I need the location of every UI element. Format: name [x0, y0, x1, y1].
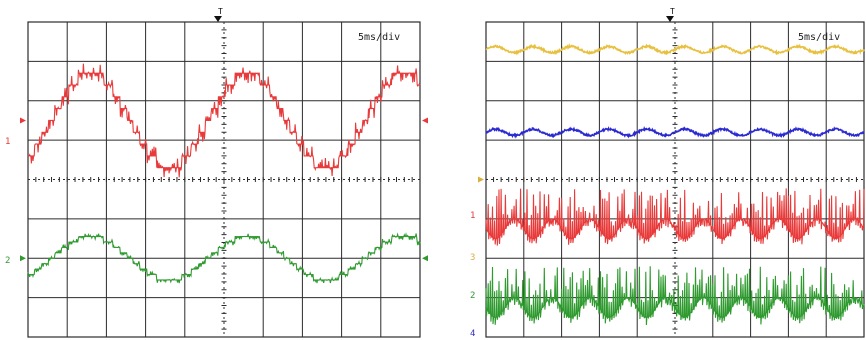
left-time-division-label: 5ms/div — [358, 32, 400, 43]
left-trace-2 — [27, 232, 421, 284]
left-channel-1-label: 1 — [5, 137, 10, 147]
left-traces — [20, 63, 428, 284]
left-trigger-arrow-icon — [214, 16, 222, 22]
left-channel-2-label: 2 — [5, 256, 10, 266]
left-channel-2-marker-icon — [20, 255, 26, 262]
left-channel-1-marker-icon — [20, 117, 26, 124]
left-channel-1-right-marker-icon — [422, 117, 428, 124]
left-trace-1 — [27, 63, 421, 178]
left-grid — [27, 21, 421, 338]
left-channel-2-right-marker-icon — [422, 255, 428, 262]
left-trigger-label: T — [218, 7, 223, 16]
